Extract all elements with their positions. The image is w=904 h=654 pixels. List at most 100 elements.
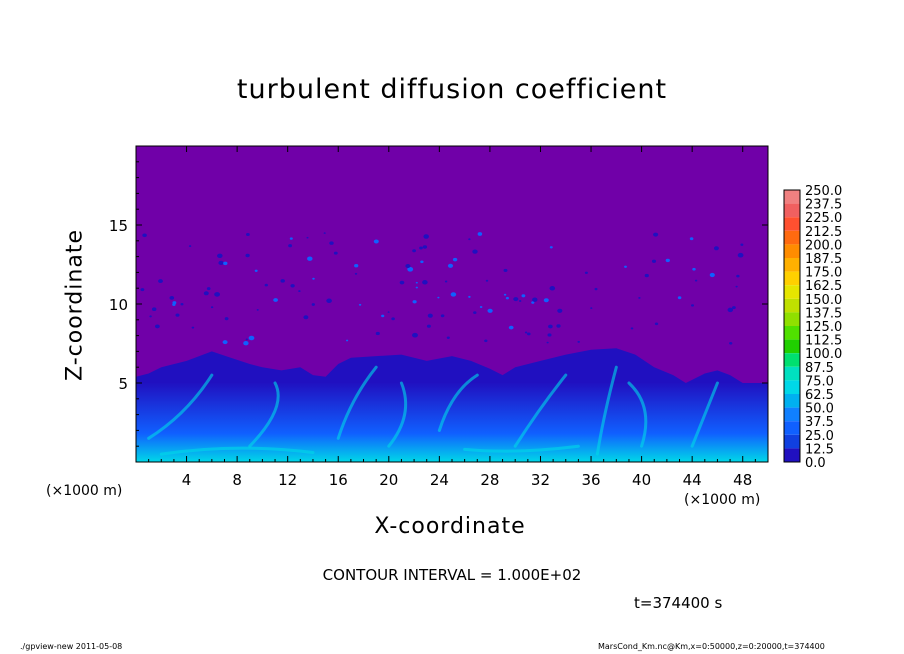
- colorbar-label: 162.5: [805, 279, 842, 294]
- colorbar-label: 12.5: [805, 442, 834, 457]
- turbulence-blob: [290, 284, 295, 288]
- turbulence-blob: [694, 279, 698, 282]
- turbulence-blob: [142, 233, 147, 238]
- turbulence-blob: [224, 317, 229, 321]
- turbulence-blob: [222, 340, 228, 345]
- turbulence-blob: [426, 324, 431, 328]
- colorbar-swatch: [784, 380, 800, 394]
- turbulence-blob: [735, 285, 738, 288]
- turbulence-blob: [223, 261, 228, 266]
- footer-right-text: MarsCond_Km.nc@Km,x=0:50000,z=0:20000,t=…: [598, 642, 825, 651]
- turbulence-blob: [311, 303, 315, 306]
- turbulence-streak: [513, 373, 568, 448]
- colorbar-label: 150.0: [805, 293, 842, 308]
- turbulence-blob: [243, 341, 249, 346]
- turbulence-blob: [333, 251, 338, 255]
- turbulence-blob: [422, 280, 428, 285]
- y-tick-label: 15: [109, 217, 128, 235]
- turbulence-streak: [627, 381, 648, 448]
- turbulence-blob: [422, 245, 428, 249]
- turbulence-blob: [477, 232, 483, 236]
- turbulence-blob: [689, 237, 694, 241]
- colorbar-swatch: [784, 298, 800, 313]
- turbulence-blob: [473, 311, 477, 314]
- turbulence-blob: [412, 249, 417, 253]
- turbulence-blob: [303, 315, 309, 320]
- colorbar-swatch: [784, 448, 800, 462]
- turbulence-blob: [519, 300, 522, 302]
- colorbar-swatch: [784, 217, 800, 231]
- colorbar-swatch: [784, 258, 800, 272]
- x-tick-label: 48: [733, 471, 752, 489]
- turbulence-blob: [624, 265, 627, 268]
- colorbar-label: 0.0: [805, 456, 826, 471]
- colorbar-label: 87.5: [805, 361, 834, 376]
- turbulence-blob: [532, 297, 538, 302]
- turbulence-blob: [381, 314, 385, 318]
- colorbar-label: 250.0: [805, 184, 842, 199]
- turbulence-blob: [254, 269, 258, 272]
- turbulence-blob: [354, 272, 358, 275]
- turbulence-blob: [419, 246, 423, 250]
- turbulence-blob: [412, 332, 418, 338]
- x-tick-label: 12: [278, 471, 297, 489]
- turbulence-blob: [280, 279, 285, 283]
- colorbar-swatch: [784, 326, 800, 340]
- x-tick-label: 20: [379, 471, 398, 489]
- turbulence-blob: [447, 263, 454, 268]
- colorbar-label: 25.0: [805, 429, 834, 444]
- colorbar-swatch: [784, 203, 800, 218]
- turbulence-streak: [387, 381, 408, 448]
- x-tick-label: 8: [232, 471, 242, 489]
- turbulence-blob: [154, 324, 160, 329]
- turbulence-blob: [557, 308, 563, 313]
- turbulence-blob: [740, 243, 744, 246]
- turbulence-blob: [737, 252, 744, 258]
- time-label: t=374400 s: [634, 594, 723, 612]
- turbulence-blob: [548, 324, 553, 329]
- colorbar-label: 75.0: [805, 374, 834, 389]
- turbulence-blob: [423, 234, 429, 239]
- turbulence-blob: [245, 338, 248, 341]
- turbulence-blob: [214, 292, 221, 297]
- turbulence-blob: [210, 306, 214, 309]
- turbulence-blob: [644, 273, 649, 278]
- turbulence-blob: [521, 294, 526, 298]
- turbulence-blob: [437, 296, 440, 299]
- turbulence-blob: [415, 286, 418, 289]
- turbulent-layer: [136, 232, 768, 462]
- x-tick-label: 32: [531, 471, 550, 489]
- colorbar-swatch: [784, 190, 800, 204]
- turbulence-blob: [547, 333, 552, 337]
- turbulence-blob: [638, 296, 641, 299]
- turbulence-blob: [203, 291, 209, 296]
- turbulence-blob: [407, 266, 414, 272]
- colorbar-label: 125.0: [805, 320, 842, 335]
- turbulence-blob: [151, 307, 157, 311]
- chart-title: turbulent diffusion coefficient: [236, 74, 668, 105]
- turbulence-blob: [256, 309, 259, 311]
- x-tick-label: 4: [182, 471, 192, 489]
- turbulence-blob: [218, 260, 224, 266]
- x-tick-label: 44: [683, 471, 702, 489]
- turbulence-blob: [549, 286, 556, 291]
- colorbar-swatch: [784, 421, 800, 435]
- turbulence-blob: [420, 260, 424, 264]
- turbulence-blob: [345, 339, 349, 342]
- turbulence-blob: [427, 313, 433, 318]
- turbulence-blob: [543, 298, 549, 303]
- colorbar-swatch: [784, 353, 800, 367]
- colorbar-swatch: [784, 407, 800, 422]
- footer-left-text: ./gpview-new 2011-05-08: [20, 642, 123, 651]
- turbulence-streak: [437, 373, 479, 432]
- x-axis-label: X-coordinate: [374, 514, 526, 539]
- colorbar-label: 100.0: [805, 347, 842, 362]
- colorbar-swatch: [784, 312, 800, 326]
- colorbar-label: 137.5: [805, 306, 842, 321]
- turbulence-blob: [452, 257, 458, 262]
- turbulence-blob: [323, 232, 326, 234]
- turbulence-blob: [503, 293, 507, 296]
- colorbar-frame: [783, 189, 801, 463]
- turbulence-streak: [159, 446, 315, 456]
- colorbar-swatch: [784, 271, 800, 286]
